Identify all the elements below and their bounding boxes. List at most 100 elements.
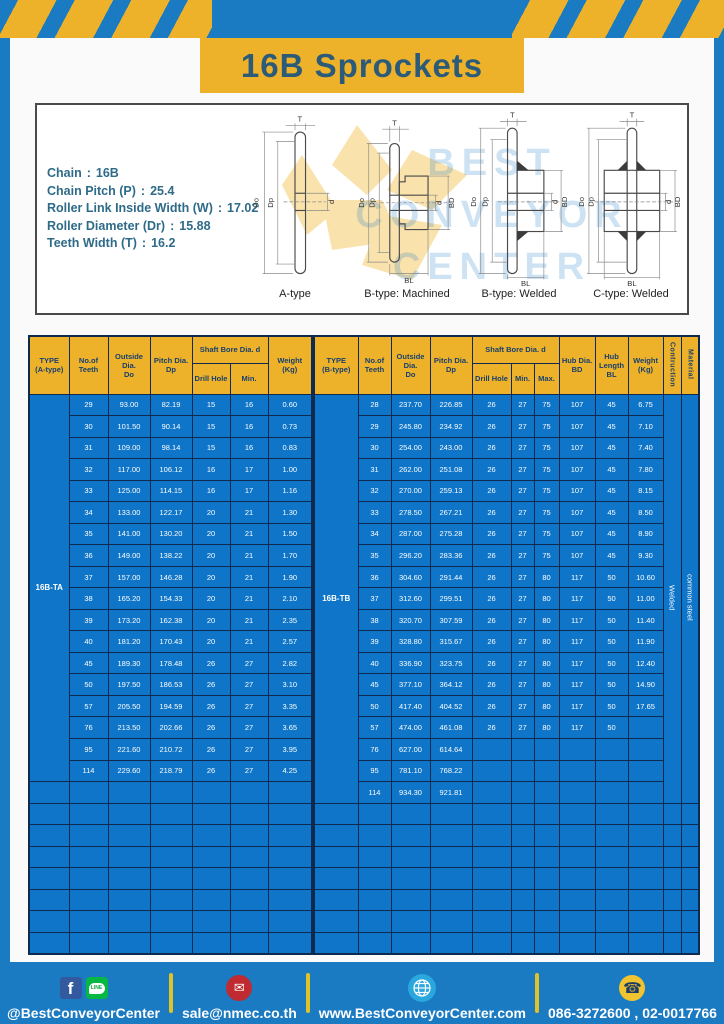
table-cell: 95 bbox=[357, 759, 392, 783]
empty-row bbox=[28, 910, 313, 933]
table-cell: 45 bbox=[594, 501, 629, 524]
table-cell: 117 bbox=[558, 694, 596, 718]
table-cell: 27 bbox=[229, 673, 269, 696]
table-cell bbox=[558, 824, 596, 847]
table-cell: 50 bbox=[357, 694, 392, 718]
social-handle: @BestConveyorCenter bbox=[7, 1005, 160, 1021]
catalog-page: 16B Sprockets BEST CONVEYOR CENTER Chain… bbox=[10, 38, 714, 962]
table-cell: 26 bbox=[471, 673, 512, 696]
table-cell bbox=[429, 845, 473, 869]
table-cell bbox=[594, 781, 629, 804]
table-cell: 130.20 bbox=[149, 522, 193, 546]
table-cell: 26 bbox=[191, 673, 231, 696]
table-cell: 27 bbox=[510, 651, 535, 675]
table-row: 40 336.90 323.75 26 27 80 117 50 12.40 bbox=[314, 651, 699, 675]
table-cell bbox=[107, 888, 151, 912]
table-row: 95 781.10 768.22 bbox=[314, 759, 699, 783]
footer-divider bbox=[535, 973, 539, 1013]
table-cell bbox=[149, 910, 193, 933]
table-cell: 0.73 bbox=[267, 415, 313, 438]
col-header-drill-hole: Drill Hole bbox=[471, 362, 512, 395]
table-cell: 237.70 bbox=[390, 393, 431, 417]
table-cell: 30 bbox=[357, 436, 392, 460]
table-cell bbox=[28, 867, 70, 890]
table-cell bbox=[390, 867, 431, 890]
table-cell: 107 bbox=[558, 393, 596, 417]
table-cell: 275.28 bbox=[429, 522, 473, 546]
table-cell bbox=[510, 824, 535, 847]
table-cell: 30 bbox=[68, 415, 109, 438]
table-cell bbox=[267, 845, 313, 869]
table-cell: 254.00 bbox=[390, 436, 431, 460]
svg-text:Do: Do bbox=[252, 198, 261, 208]
table-row: 32 117.00 106.12 16 17 1.00 bbox=[29, 458, 313, 481]
col-header-teeth: No.of Teeth bbox=[68, 335, 109, 395]
table-cell: 50 bbox=[594, 630, 629, 653]
table-cell: 781.10 bbox=[390, 759, 431, 783]
table-cell: 33 bbox=[357, 501, 392, 524]
table-cell: 27 bbox=[229, 759, 269, 783]
table-cell: 16 bbox=[229, 393, 269, 417]
table-cell: 26 bbox=[191, 716, 231, 739]
table-cell: 299.51 bbox=[429, 587, 473, 610]
table-cell: 154.33 bbox=[149, 587, 193, 610]
table-row: 45 189.30 178.48 26 27 2.82 bbox=[29, 651, 313, 675]
table-cell bbox=[28, 845, 70, 869]
table-cell bbox=[357, 845, 392, 869]
table-cell bbox=[471, 781, 512, 804]
social-section: f LINE @BestConveyorCenter bbox=[7, 965, 160, 1021]
col-header-max: Max. bbox=[533, 362, 560, 395]
table-cell: 98.14 bbox=[149, 436, 193, 460]
table-cell bbox=[680, 867, 700, 890]
table-cell bbox=[558, 759, 596, 783]
table-cell: 11.40 bbox=[627, 608, 664, 632]
table-cell: 12.40 bbox=[627, 651, 664, 675]
table-cell: 117 bbox=[558, 608, 596, 632]
table-cell bbox=[510, 781, 535, 804]
table-row: 36 304.60 291.44 26 27 80 117 50 10.60 bbox=[314, 565, 699, 589]
table-cell: 106.12 bbox=[149, 458, 193, 481]
table-cell: 32 bbox=[357, 479, 392, 503]
table-cell: 1.90 bbox=[267, 565, 313, 589]
empty-row bbox=[313, 845, 700, 869]
col-header-outside-dia: Outside Dia. Do bbox=[107, 335, 151, 395]
table-cell bbox=[680, 931, 700, 955]
table-cell bbox=[533, 845, 560, 869]
table-row: 50 417.40 404.52 26 27 80 117 50 17.65 bbox=[314, 694, 699, 718]
table-cell: 3.95 bbox=[267, 738, 313, 761]
table-cell bbox=[28, 910, 70, 933]
table-cell: 27 bbox=[510, 694, 535, 718]
table-cell: 4.25 bbox=[267, 759, 313, 783]
table-cell bbox=[149, 845, 193, 869]
empty-row bbox=[313, 931, 700, 955]
table-cell: 26 bbox=[471, 436, 512, 460]
table-cell: 39 bbox=[357, 630, 392, 653]
svg-text:Dp: Dp bbox=[266, 198, 275, 208]
table-row: 36 149.00 138.22 20 21 1.70 bbox=[29, 544, 313, 567]
table-cell: 36 bbox=[357, 565, 392, 589]
table-cell bbox=[558, 931, 596, 955]
table-cell bbox=[510, 888, 535, 912]
table-cell bbox=[662, 845, 682, 869]
table-cell bbox=[662, 910, 682, 933]
table-cell: 20 bbox=[191, 544, 231, 567]
table-cell: 27 bbox=[229, 694, 269, 718]
table-cell: 114.15 bbox=[149, 479, 193, 503]
table-cell: 10.60 bbox=[627, 565, 664, 589]
table-cell: 138.22 bbox=[149, 544, 193, 567]
table-cell bbox=[107, 781, 151, 804]
table-cell bbox=[627, 738, 664, 761]
phone-numbers: 086-3272600 , 02-0017766 bbox=[548, 1005, 717, 1021]
table-cell: 38 bbox=[357, 608, 392, 632]
construction-value: Welded bbox=[662, 393, 682, 804]
table-cell: 15 bbox=[191, 415, 231, 438]
table-cell: 27 bbox=[510, 630, 535, 653]
table-cell: 27 bbox=[510, 608, 535, 632]
table-cell: 287.00 bbox=[390, 522, 431, 546]
table-cell bbox=[191, 802, 231, 826]
facebook-icon: f bbox=[59, 977, 82, 999]
table-cell bbox=[229, 845, 269, 869]
table-cell: 474.00 bbox=[390, 716, 431, 739]
table-row: 76 627.00 614.64 bbox=[314, 738, 699, 761]
table-row: 95 221.60 210.72 26 27 3.95 bbox=[29, 738, 313, 761]
